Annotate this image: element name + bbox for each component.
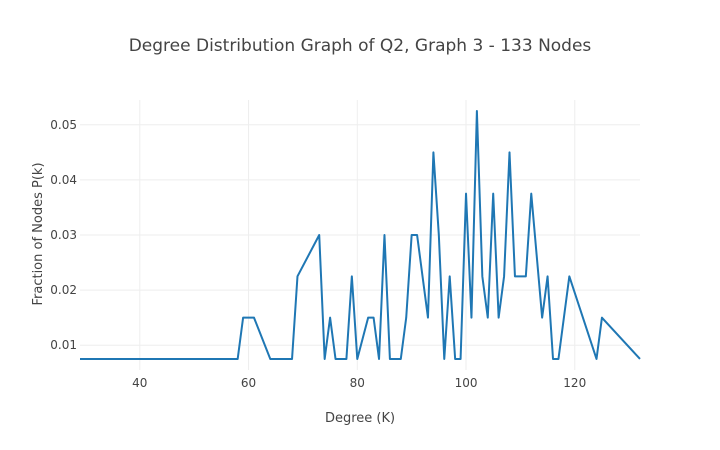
series-line-0	[80, 110, 641, 360]
y-tick-labels: 0.01 0.02 0.03 0.04 0.05	[50, 118, 77, 352]
y-tick-label: 0.04	[50, 173, 77, 187]
y-tick-label: 0.01	[50, 338, 77, 352]
y-axis-title: Fraction of Nodes P(k)	[31, 162, 46, 305]
x-tick-label: 40	[132, 376, 147, 390]
x-tick-label: 100	[455, 376, 478, 390]
x-tick-label: 80	[350, 376, 365, 390]
grid-lines	[80, 100, 640, 370]
y-tick-label: 0.02	[50, 283, 77, 297]
chart-title: Degree Distribution Graph of Q2, Graph 3…	[129, 36, 592, 56]
y-tick-label: 0.05	[50, 118, 77, 132]
x-tick-label: 120	[563, 376, 586, 390]
y-tick-label: 0.03	[50, 228, 77, 242]
series-layer	[80, 110, 641, 360]
x-tick-label: 60	[241, 376, 256, 390]
x-tick-labels: 40 60 80 100 120	[132, 376, 586, 390]
x-axis-title: Degree (K)	[325, 411, 395, 426]
